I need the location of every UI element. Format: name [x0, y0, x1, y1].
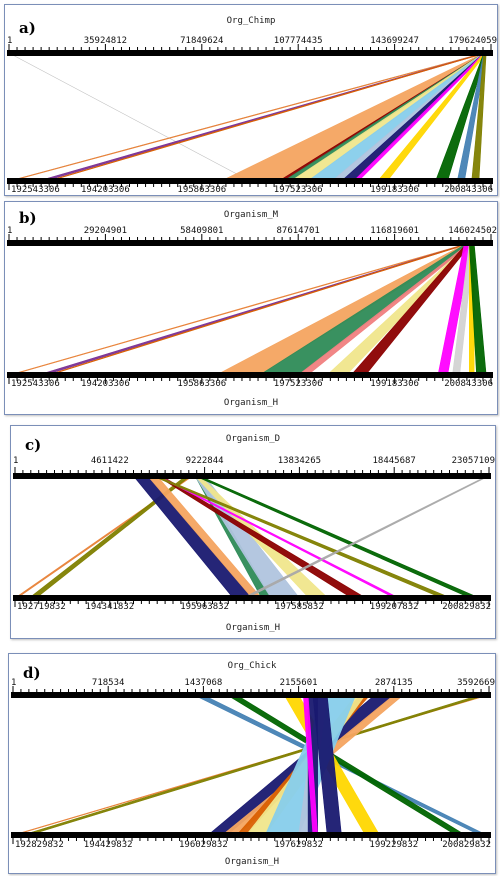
top-tick-label: 2155601	[279, 678, 318, 688]
top-tick-label: 1437068	[184, 678, 223, 688]
top-tick-label: 13834265	[277, 456, 322, 466]
top-tick-label: 146024502	[448, 226, 497, 236]
synteny-link	[258, 242, 473, 376]
bottom-organism-label: Organism_H	[224, 857, 280, 867]
panel-b: Organism_M Organism_H b) 1 29204901 584098…	[4, 201, 498, 415]
bottom-tick-label: 194341832	[85, 602, 135, 612]
top-chromosome-bar	[7, 240, 493, 246]
top-chromosome-bar	[11, 692, 491, 698]
bottom-organism-label: Organism_H	[223, 398, 279, 408]
bottom-tick-label: 199183306	[370, 379, 419, 389]
synteny-plot-b	[7, 234, 493, 384]
bottom-tick-label: 192543306	[11, 379, 60, 389]
bottom-tick-label: 195863306	[177, 379, 227, 389]
top-tick-label: 9222844	[185, 456, 224, 466]
bottom-chromosome-bar	[7, 372, 493, 378]
bottom-tick-label: 197523306	[273, 185, 323, 195]
top-chromosome-bar	[7, 50, 493, 56]
top-organism-label: Organism_M	[223, 210, 279, 220]
bottom-tick-label: 197585832	[275, 602, 324, 612]
bottom-tick-label: 194429832	[83, 840, 133, 850]
top-tick-label: 87614701	[276, 226, 320, 236]
bottom-tick-label: 200829832	[442, 602, 491, 612]
top-organism-label: Organism_D	[225, 434, 281, 444]
top-tick-label: 718534	[91, 678, 125, 688]
top-tick-label: 3592669	[457, 678, 495, 688]
synteny-plot-c	[13, 467, 491, 607]
top-tick-label: 179624059	[448, 36, 497, 46]
bottom-tick-label: 200843306	[444, 379, 493, 389]
panel-letter: c)	[23, 436, 44, 454]
top-tick-label: 4611422	[90, 456, 129, 466]
top-tick-label: 1	[11, 678, 17, 688]
panel-letter: a)	[17, 19, 38, 37]
bottom-tick-label: 192829832	[15, 840, 64, 850]
bottom-tick-label: 192719832	[17, 602, 66, 612]
panel-d: Org_Chick Organism_H d) 1 718534 1437068 21…	[8, 653, 496, 874]
synteny-plot-d	[11, 686, 491, 844]
bottom-tick-label: 200829832	[442, 840, 491, 850]
top-tick-label: 1	[7, 36, 13, 46]
bottom-tick-label: 192543306	[11, 185, 60, 195]
bottom-chromosome-bar	[11, 832, 491, 838]
top-organism-label: Org_Chick	[227, 661, 277, 671]
bottom-tick-label: 199229832	[369, 840, 419, 850]
bottom-tick-label: 194203306	[81, 379, 130, 389]
panel-a: Org_Chimp a) 1 35924812 71849624 107774435 1…	[4, 4, 498, 196]
bottom-organism-label: Organism_H	[225, 623, 281, 633]
synteny-plot-a	[7, 44, 493, 190]
bottom-tick-label: 199207832	[369, 602, 419, 612]
synteny-link	[8, 52, 251, 182]
top-chromosome-bar	[13, 473, 491, 479]
panel-c: Organism_D Organism_H c) 1 4611422 9222844…	[10, 425, 496, 639]
top-tick-label: 1	[7, 226, 13, 236]
bottom-tick-label: 195863306	[177, 185, 227, 195]
top-tick-label: 35924812	[83, 36, 128, 46]
bottom-tick-label: 197629832	[274, 840, 323, 850]
top-tick-label: 29204901	[83, 226, 128, 236]
top-tick-label: 23057109	[451, 456, 495, 466]
top-tick-label: 1	[13, 456, 19, 466]
top-tick-label: 143699247	[370, 36, 419, 46]
top-tick-label: 18445687	[372, 456, 416, 466]
bottom-chromosome-bar	[7, 178, 493, 184]
top-tick-label: 58409801	[180, 226, 224, 236]
top-tick-label: 107774435	[273, 36, 323, 46]
bottom-tick-label: 196029832	[179, 840, 228, 850]
panel-letter: d)	[21, 664, 43, 682]
bottom-tick-label: 197523306	[273, 379, 323, 389]
top-tick-label: 116819601	[370, 226, 419, 236]
top-tick-label: 71849624	[180, 36, 224, 46]
top-tick-label: 2874135	[374, 678, 413, 688]
bottom-tick-label: 195963832	[180, 602, 229, 612]
bottom-tick-label: 199183306	[370, 185, 419, 195]
bottom-tick-label: 194203306	[81, 185, 130, 195]
bottom-tick-label: 200843306	[444, 185, 493, 195]
panel-letter: b)	[17, 209, 39, 227]
bottom-chromosome-bar	[13, 595, 491, 601]
top-organism-label: Org_Chimp	[226, 16, 276, 26]
